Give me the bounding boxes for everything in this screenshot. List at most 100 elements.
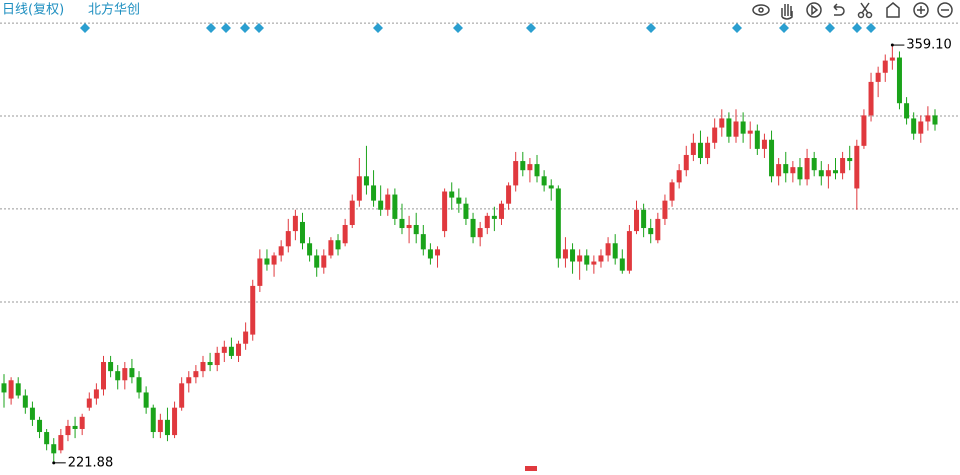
candle-body [705,142,711,159]
candle-body [648,228,654,235]
candle-body [676,170,682,183]
candle-body [918,121,924,134]
candle-body [626,231,632,271]
candle-body [783,164,789,174]
home-button[interactable] [886,2,900,18]
candle-body [250,285,256,335]
candle-body [932,115,938,125]
candle-body [769,139,775,177]
candle-body [697,142,703,159]
eye-button[interactable] [752,4,770,16]
candle-body [555,188,561,259]
event-marker [373,23,383,33]
candle-body [93,389,99,399]
candle-body [257,258,263,286]
candle-body [534,164,540,177]
candle-body [150,407,156,433]
event-marker [221,23,231,33]
candle-body [44,432,50,445]
candle-body [22,395,28,408]
candle-body [15,383,21,396]
candle-body [498,203,504,219]
play-button[interactable] [806,2,822,18]
candle-body [761,139,767,149]
candle-body [548,185,554,189]
chart-title: 日线(复权) [2,2,64,18]
candle-body [115,371,121,381]
candle-body [307,243,313,256]
event-marker [779,23,789,33]
hand-button[interactable] [781,4,793,20]
candle-body [172,407,178,436]
candle-body [612,243,618,259]
candle-body [221,346,227,353]
candle-body [506,185,512,204]
candle-body [570,249,576,262]
candle-body [641,209,647,229]
candle-body [72,425,78,429]
candle-body [86,398,92,408]
candle-body [371,185,377,201]
candle-body [847,158,853,162]
candle-body [527,164,533,171]
candle-body [726,118,732,137]
candle-body [385,194,391,210]
candle-body [747,130,753,134]
candle-body [100,362,106,390]
candle-body [833,170,839,174]
candle-body [179,383,185,408]
candle-body [236,343,242,356]
candle-body [818,170,824,177]
candle-body [363,176,369,186]
candle-body [662,200,668,219]
event-marker [732,23,742,33]
candle-body [619,258,625,271]
candle-body [1,383,7,393]
candle-body [683,154,689,171]
candle-body [740,121,746,134]
candle-body [776,164,782,177]
event-flag [525,466,537,471]
candle-body [541,176,547,186]
candle-body [285,231,291,247]
event-marker [825,23,835,33]
candle-body [29,407,35,420]
candle-body [911,118,917,134]
candle-body [840,158,846,174]
undo-button[interactable] [833,3,845,16]
chart-subtitle: 北方华创 [88,2,140,18]
zoom-out-button[interactable] [937,2,953,18]
event-marker [866,23,876,33]
candle-body [712,127,718,143]
candle-body [314,255,320,268]
event-marker [453,23,463,33]
candle-body [754,130,760,149]
candle-body [456,197,462,204]
candle-body [435,249,441,256]
event-marker [206,23,216,33]
candle-body [577,255,583,262]
candle-body [925,115,931,122]
candle-body [719,118,725,128]
candle-body [690,142,696,155]
candle-body [136,377,142,393]
candle-body [904,103,910,119]
candle-body [591,261,597,265]
candle-body [463,203,469,219]
event-marker [646,23,656,33]
candle-body [378,200,384,210]
zoom-in-button[interactable] [913,2,929,18]
candle-body [292,215,298,232]
candle-body [655,218,661,241]
candle-body [797,167,803,180]
candle-body [349,200,355,225]
toolbar [752,2,953,20]
candle-body [328,240,334,256]
candle-body [811,158,817,171]
candle-body [58,435,64,451]
candle-body [449,191,455,198]
cut-button[interactable] [857,2,873,19]
candle-body [634,209,640,232]
candle-body [157,419,163,433]
annotation-label: 359.10 [906,38,952,53]
